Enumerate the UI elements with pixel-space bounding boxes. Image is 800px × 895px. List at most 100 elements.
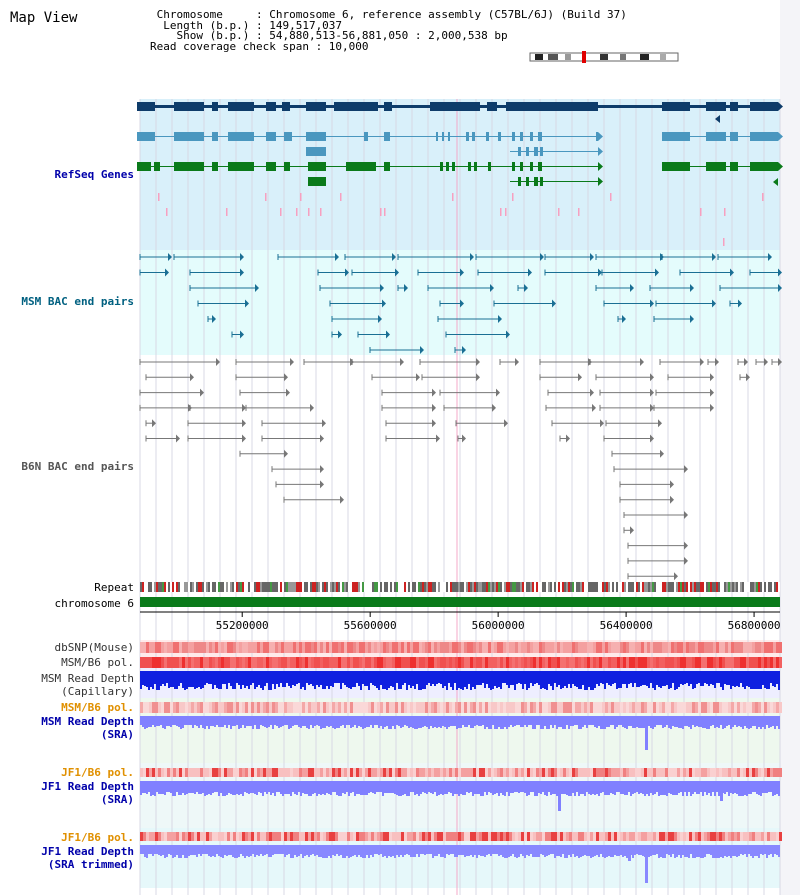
repeat-label[interactable]: Repeat xyxy=(94,581,134,594)
jf1-sra-depth-bar xyxy=(732,781,734,794)
msm-pol2-strip-cell xyxy=(287,702,290,713)
jf1-depth-trim-label[interactable]: JF1 Read Depth (SRA trimmed) xyxy=(4,845,134,871)
msm-sra-depth-bar xyxy=(152,716,154,725)
jf1-pol2-strip-cell xyxy=(263,832,266,841)
msm-sra-depth-bar xyxy=(402,716,404,727)
dbsnp-label[interactable]: dbSNP(Mouse) xyxy=(54,641,134,654)
jf1-pol2-strip-cell xyxy=(299,832,302,841)
capillary-depth-bar xyxy=(686,671,688,683)
jf1-trim-depth-bar xyxy=(582,845,584,856)
jf1-pol2-strip-cell xyxy=(392,832,395,841)
jf1-depth-sra-label[interactable]: JF1 Read Depth (SRA) xyxy=(4,780,134,806)
capillary-depth-bar xyxy=(174,671,176,689)
msm-sra-depth-bar xyxy=(442,716,444,726)
dbsnp-strip-cell xyxy=(740,642,743,653)
jf1-pol-strip-cell xyxy=(659,768,662,777)
msm-bac-label[interactable]: MSM BAC end pairs xyxy=(21,295,134,308)
jf1-sra-depth-bar xyxy=(488,781,490,792)
jf1-sra-depth-bar xyxy=(482,781,484,796)
jf1-pol-label-2[interactable]: JF1/B6 pol. xyxy=(61,831,134,844)
msm-pol-strip-cell xyxy=(551,657,554,668)
jf1-trim-depth-bar xyxy=(504,845,506,858)
capillary-depth-bar xyxy=(660,671,662,688)
dbsnp-strip-cell xyxy=(542,642,545,653)
dbsnp-strip-cell xyxy=(575,642,578,653)
jf1-sra-depth-bar xyxy=(712,781,714,792)
repeat-segment xyxy=(694,582,696,592)
repeat-segment xyxy=(470,582,472,592)
repeat-segment xyxy=(612,582,614,592)
jf1-trim-depth-bar xyxy=(756,845,758,856)
jf1-trim-depth-bar xyxy=(270,845,272,857)
dbsnp-strip-cell xyxy=(599,642,602,653)
dbsnp-strip-cell xyxy=(761,642,764,653)
jf1-pol-strip-cell xyxy=(620,768,623,777)
msm-pol-label-2[interactable]: MSM/B6 pol. xyxy=(61,701,134,714)
jf1-sra-depth-bar xyxy=(748,781,750,794)
jf1-pol-label[interactable]: JF1/B6 pol. xyxy=(61,766,134,779)
msm-bac-pair-arrow xyxy=(528,268,532,277)
chromosome-label[interactable]: chromosome 6 xyxy=(54,597,134,610)
dbsnp-strip-cell xyxy=(377,642,380,653)
jf1-trim-depth-bar xyxy=(544,845,546,857)
msm-depth-capillary-label[interactable]: MSM Read Depth (Capillary) xyxy=(4,672,134,698)
jf1-pol-strip-cell xyxy=(779,768,782,777)
refseq-genes-label[interactable]: RefSeq Genes xyxy=(54,168,134,181)
msm-sra-depth-bar xyxy=(354,716,356,725)
jf1-pol2-strip-cell xyxy=(572,832,575,841)
jf1-trim-depth-bar xyxy=(430,845,432,854)
refseq-pink-mark xyxy=(226,208,228,216)
dbsnp-strip-cell xyxy=(443,642,446,653)
repeat-segment xyxy=(180,582,182,592)
msm-sra-depth-bar xyxy=(422,716,424,727)
dbsnp-strip-cell xyxy=(638,642,641,653)
capillary-depth-bar xyxy=(718,671,720,683)
msm-sra-depth-bar xyxy=(274,716,276,725)
jf1-pol2-strip-cell xyxy=(731,832,734,841)
jf1-pol-strip-cell xyxy=(179,768,182,777)
capillary-depth-bar xyxy=(558,671,560,685)
capillary-depth-bar xyxy=(142,671,144,685)
jf1-trim-depth-bar xyxy=(612,845,614,857)
dbsnp-strip-cell xyxy=(257,642,260,653)
msm-pol-strip-cell xyxy=(662,657,665,668)
b6n-bac-pair-arrow xyxy=(684,541,688,550)
b6n-bac-label[interactable]: B6N BAC end pairs xyxy=(21,460,134,473)
b6n-bac-pair-arrow xyxy=(320,434,324,443)
dbsnp-strip-cell xyxy=(191,642,194,653)
capillary-depth-bar xyxy=(708,671,710,686)
jf1-pol-strip-cell xyxy=(701,768,704,777)
jf1-trim-depth-bar xyxy=(754,845,756,856)
jf1-trim-depth-bar xyxy=(738,845,740,856)
capillary-depth-bar xyxy=(546,671,548,690)
msm-sra-depth-bar xyxy=(628,716,630,726)
msm-sra-depth-bar xyxy=(160,716,162,725)
jf1-pol-strip-cell xyxy=(419,768,422,777)
msm-pol2-strip-cell xyxy=(767,702,770,713)
jf1-pol-strip-cell xyxy=(506,768,509,777)
jf1-trim-depth-bar xyxy=(434,845,436,856)
jf1-sra-depth-bar xyxy=(464,781,466,795)
jf1-pol2-strip-cell xyxy=(605,832,608,841)
dbsnp-strip-cell xyxy=(569,642,572,653)
msm-pol-strip-cell xyxy=(320,657,323,668)
msm-depth-sra-label[interactable]: MSM Read Depth (SRA) xyxy=(4,715,134,741)
b6n-bac-pair-arrow xyxy=(744,358,748,366)
jf1-sra-depth-bar xyxy=(220,781,222,793)
dbsnp-strip-cell xyxy=(626,642,629,653)
msm-sra-depth-bar xyxy=(552,716,554,728)
msm-pol2-strip-cell xyxy=(563,702,566,713)
msm-sra-depth-bar xyxy=(774,716,776,729)
msm-pol-label[interactable]: MSM/B6 pol. xyxy=(61,656,134,669)
jf1-sra-depth-bar xyxy=(744,781,746,795)
capillary-depth-bar xyxy=(360,671,362,690)
msm-pol-strip-cell xyxy=(722,657,725,668)
msm-pol2-strip-cell xyxy=(728,702,731,713)
msm-sra-depth-bar xyxy=(622,716,624,727)
dbsnp-strip-cell xyxy=(407,642,410,653)
capillary-depth-bar xyxy=(674,671,676,690)
jf1-pol2-strip-cell xyxy=(368,832,371,841)
msm-sra-depth-bar xyxy=(524,716,526,725)
msm-depth-sra-line2: (SRA) xyxy=(100,728,134,741)
msm-sra-depth-bar xyxy=(286,716,288,725)
